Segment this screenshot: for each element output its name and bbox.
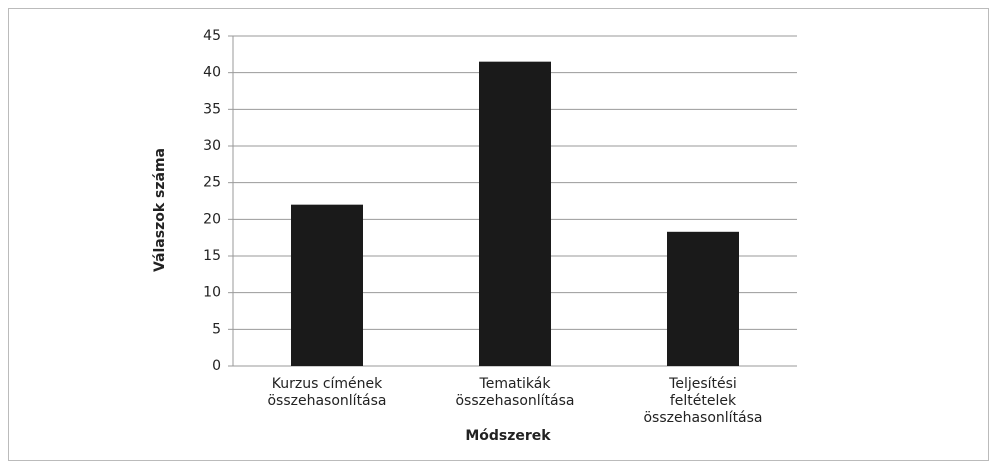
y-tick-label: 30 [203, 138, 221, 154]
x-tick-label: Tematikák összehasonlítása [455, 376, 575, 409]
y-tick-label: 25 [203, 175, 221, 191]
y-tick-label: 0 [212, 358, 221, 374]
y-tick-label: 10 [203, 285, 221, 301]
y-tick-label: 45 [203, 28, 221, 44]
bar [479, 61, 551, 367]
y-tick-label: 40 [203, 65, 221, 81]
y-tick-label: 20 [203, 211, 221, 227]
x-tick-label: Kurzus címének összehasonlítása [267, 376, 387, 409]
y-tick-label: 15 [203, 248, 221, 264]
y-tick-label: 5 [212, 321, 221, 337]
x-tick-label: Teljesítési feltételek összehasonlítása [643, 376, 763, 426]
x-axis-title: Módszerek [465, 428, 551, 444]
y-tick-label: 35 [203, 101, 221, 117]
bar [667, 231, 739, 366]
bar [291, 204, 363, 366]
frame [8, 8, 989, 461]
y-axis-title: Válaszok száma [152, 148, 168, 272]
